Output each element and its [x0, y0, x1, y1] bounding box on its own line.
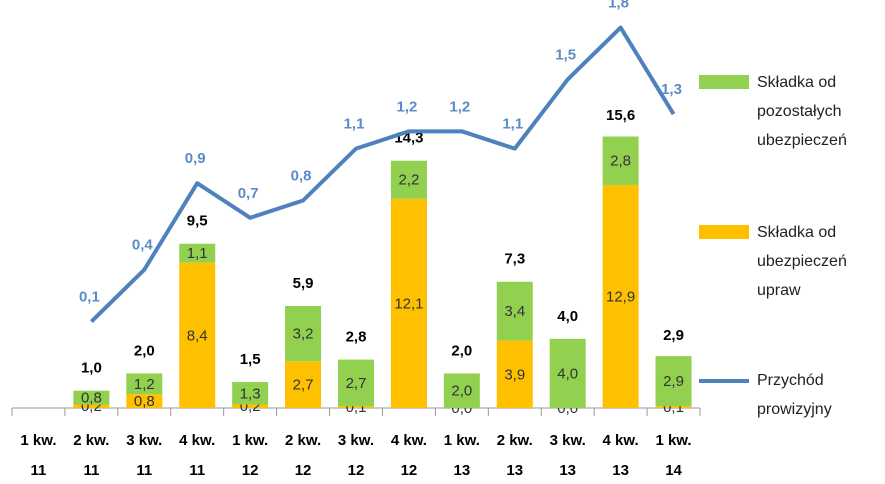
x-tick-label: 4 kw. 12 — [390, 432, 427, 479]
total-label: 15,6 — [606, 107, 635, 124]
line-label: 0,8 — [291, 167, 312, 184]
segment-label: 2,7 — [346, 375, 367, 392]
segment-label: 4,0 — [557, 365, 578, 382]
x-tick-label: 2 kw. 13 — [496, 432, 533, 479]
segment-label: 8,4 — [187, 327, 208, 344]
bar-segment — [126, 373, 163, 395]
bar-segment — [338, 359, 374, 407]
bar-segment — [655, 406, 692, 408]
bar-segment — [232, 382, 269, 405]
bar-segment — [232, 404, 269, 408]
segment-label: 3,9 — [504, 366, 525, 383]
bar-segment — [602, 184, 639, 408]
legend-swatch — [699, 75, 749, 89]
segment-label: 1,2 — [134, 376, 155, 393]
x-tick-label: 4 kw. 11 — [179, 432, 216, 479]
legend-label: Składka od pozostałych ubezpieczeń — [757, 74, 847, 149]
x-tick-label: 4 kw. 13 — [602, 432, 639, 479]
bar-segment — [179, 243, 216, 263]
bar-segment — [602, 136, 639, 185]
line-label: 1,5 — [555, 46, 576, 63]
legend-label: Przychód prowizyjny — [757, 372, 832, 418]
segment-label: 0,8 — [81, 390, 102, 407]
total-label: 2,0 — [451, 342, 472, 359]
x-tick-label: 1 kw. 14 — [655, 432, 692, 479]
legend-swatch — [699, 225, 749, 239]
total-label: 9,5 — [187, 213, 208, 230]
total-label: 2,8 — [346, 329, 367, 346]
segment-label: 1,1 — [187, 245, 208, 262]
segment-label: 1,3 — [240, 385, 261, 402]
segment-label: 3,4 — [504, 303, 525, 320]
total-label: 7,3 — [504, 251, 525, 268]
segment-label: 2,7 — [293, 377, 314, 394]
bar-segment — [126, 394, 163, 408]
bar-segment — [655, 356, 692, 407]
segment-label: 2,8 — [610, 153, 631, 170]
bar-segment — [549, 338, 586, 408]
total-label: 5,9 — [293, 275, 314, 292]
total-label: 4,0 — [557, 308, 578, 325]
total-label: 1,5 — [240, 351, 261, 368]
segment-label: 2,9 — [663, 373, 684, 390]
bar-segment — [285, 305, 322, 362]
line-label: 1,2 — [396, 98, 417, 115]
x-tick-label: 1 kw. 13 — [443, 432, 480, 479]
line-label: 0,7 — [238, 185, 259, 202]
line-label: 1,1 — [502, 116, 523, 133]
x-tick-label: 3 kw. 12 — [337, 432, 375, 479]
legend-label: Składka od ubezpieczeń upraw — [757, 224, 847, 299]
bar-segment — [73, 390, 110, 405]
bar-segment — [496, 340, 533, 408]
bar-segment — [73, 404, 110, 408]
segment-label: 2,2 — [398, 172, 419, 189]
x-tick-label: 2 kw. 12 — [284, 432, 322, 479]
total-label: 2,9 — [663, 327, 684, 344]
x-tick-label: 1 kw. 12 — [232, 432, 269, 479]
total-label: 2,0 — [134, 342, 155, 359]
total-label: 1,0 — [81, 360, 102, 377]
segment-label: 0,8 — [134, 393, 155, 410]
segment-label: 12,1 — [394, 295, 423, 312]
bar-segment — [390, 160, 427, 199]
line-label: 1,2 — [449, 98, 470, 115]
bar-segment — [443, 373, 480, 408]
x-tick-label: 1 kw. 11 — [20, 432, 57, 479]
line-label: 0,9 — [185, 150, 206, 167]
bar-segment — [285, 361, 322, 408]
legend-swatch — [699, 379, 749, 383]
segment-label: 3,2 — [293, 326, 314, 343]
bar-segment — [338, 406, 374, 408]
segment-label: 12,9 — [606, 288, 635, 305]
x-tick-label: 2 kw. 11 — [73, 432, 110, 479]
bar-segment — [179, 262, 216, 408]
line-label: 0,1 — [79, 289, 100, 306]
segment-label: 2,0 — [451, 383, 472, 400]
line-label: 1,3 — [661, 81, 682, 98]
line-label: 1,8 — [608, 0, 629, 12]
bar-segment — [390, 198, 427, 408]
line-label: 1,1 — [344, 116, 365, 133]
bar-segment — [496, 281, 533, 341]
line-label: 0,4 — [132, 237, 154, 254]
x-tick-label: 3 kw. 11 — [126, 432, 163, 479]
x-tick-label: 3 kw. 13 — [549, 432, 586, 479]
line-series — [89, 25, 676, 323]
